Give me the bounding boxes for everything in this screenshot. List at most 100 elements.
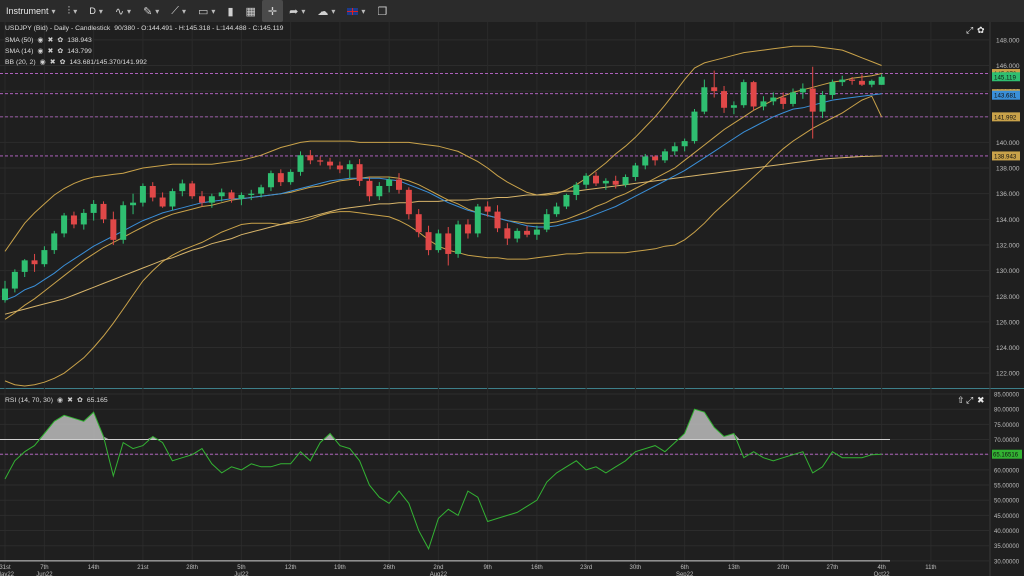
candle-down — [858, 80, 865, 85]
share-icon[interactable]: ➦ ▾ — [289, 5, 306, 18]
chart-title-text: USDJPY (Bid) - Daily - Candlestick — [5, 25, 111, 32]
drawing-tools-icon[interactable]: ✎ ▾ — [143, 5, 160, 18]
sma14-line — [4, 93, 882, 301]
candle-up — [267, 173, 274, 188]
candle-up — [573, 184, 580, 195]
candle-up — [258, 187, 265, 194]
candle-up — [868, 80, 875, 85]
candle-up — [701, 87, 708, 112]
instrument-dropdown[interactable]: Instrument ▾ — [0, 0, 62, 22]
candle-up — [386, 179, 393, 186]
candle-up — [642, 156, 649, 166]
chevron-down-icon: ▾ — [361, 6, 366, 16]
price-tick-label: 140.000 — [996, 140, 1020, 147]
candle-up — [455, 224, 462, 254]
date-tick-label: 11th — [925, 565, 936, 571]
gear-icon[interactable]: ✿ — [57, 48, 64, 55]
candle-down — [159, 197, 166, 207]
candle-up — [51, 233, 58, 251]
price-tick-label: 126.000 — [996, 319, 1020, 326]
candle-down — [849, 79, 856, 81]
copy-icon[interactable]: ❐ — [377, 5, 388, 18]
candle-up — [829, 82, 836, 95]
theme-icon[interactable]: ☁ ▾ — [317, 5, 336, 18]
chevron-down-icon: ▾ — [98, 6, 103, 16]
candle-up — [90, 203, 97, 213]
date-tick-label: 4th — [877, 565, 885, 571]
chart-background — [0, 22, 1024, 576]
current-price-tag-bg — [992, 72, 1020, 82]
candle-up — [248, 193, 255, 195]
eye-icon[interactable]: ◉ — [56, 397, 64, 404]
chart-area[interactable]: 122.000 124.000 126.000 128.000 130.000 132.0… — [0, 22, 1024, 576]
rsi-tick-label: 55.00000 — [994, 484, 1020, 490]
eye-icon[interactable]: ◉ — [37, 48, 44, 55]
candle-up — [130, 202, 137, 206]
close-icon[interactable]: ✖ — [49, 59, 56, 66]
timeframe-dropdown[interactable]: D ▾ — [83, 0, 109, 22]
candle-down — [31, 260, 38, 265]
candle-up — [514, 230, 521, 239]
volume-bars-icon[interactable]: ▮ — [227, 5, 234, 18]
gear-icon[interactable]: ✿ — [57, 37, 64, 44]
close-icon[interactable]: ✖ — [47, 48, 54, 55]
legend-rsi: RSI (14, 70, 30) ◉ ✖ ✿ 65.165 — [5, 396, 108, 405]
candle-down — [711, 87, 718, 92]
candle-up — [543, 214, 550, 230]
date-tick-label: 5th — [237, 565, 245, 571]
rsi-tick-label: 35.00000 — [994, 544, 1020, 550]
candle-down — [366, 180, 373, 197]
candle-down — [356, 164, 363, 181]
eye-icon[interactable]: ◉ — [39, 59, 46, 66]
candle-down — [780, 97, 787, 104]
close-icon[interactable]: ✖ — [67, 397, 73, 404]
candle-up — [730, 105, 737, 108]
price-tick-label: 136.000 — [996, 191, 1020, 198]
candle-up — [169, 191, 176, 207]
date-tick-label: 6th — [680, 565, 688, 571]
move-up-icon[interactable]: ⇧ — [957, 395, 965, 405]
indicators-icon[interactable]: ∿ ▾ — [114, 5, 132, 18]
settings-icon[interactable]: ✿ — [977, 25, 985, 35]
date-tick-label: 13th — [728, 565, 740, 571]
candle-up — [622, 177, 629, 185]
gear-icon[interactable]: ✿ — [76, 397, 83, 404]
crosshair-icon[interactable]: ✛ — [261, 0, 284, 22]
candle-up — [839, 79, 846, 83]
candle-up — [139, 185, 146, 203]
expand-icon[interactable]: ⤢ — [966, 25, 974, 35]
candle-up — [208, 196, 215, 203]
expand-pane-icon[interactable]: ⤢ — [966, 395, 974, 405]
date-tick-label: 23rd — [580, 565, 592, 571]
candle-up — [563, 194, 570, 207]
current-price-tag: 143.681 — [994, 93, 1017, 100]
candle-down — [336, 165, 343, 170]
close-pane-icon[interactable]: ✖ — [977, 395, 985, 405]
grid-icon[interactable]: ▦ — [245, 5, 256, 18]
gear-icon[interactable]: ✿ — [59, 59, 66, 66]
level-price-tag-bg — [992, 151, 1020, 161]
rsi-tick-label: 45.00000 — [994, 514, 1020, 520]
candle-up — [297, 155, 304, 172]
eye-icon[interactable]: ◉ — [37, 37, 44, 44]
candle-down — [149, 185, 156, 198]
candle-up — [878, 76, 885, 85]
date-tick-sublabel: Jul22 — [234, 572, 249, 576]
rsi-tick-label: 80.00000 — [994, 408, 1020, 414]
candle-up — [799, 88, 806, 93]
line-tools-icon[interactable]: ⟋ ▾ — [171, 4, 187, 17]
language-dropdown[interactable]: ▾ — [341, 0, 371, 22]
date-tick-label: 16th — [531, 565, 543, 571]
toolbar: Instrument ▾ ⫶ ▾ D ▾ ∿ ▾ ✎ ▾ ⟋ ▾ ▭ ▾ ▮ ▦ ✛ ➦ ▾ ☁… — [0, 0, 1024, 23]
rsi-tick-label: 40.00000 — [994, 529, 1020, 535]
bar-chart-type-icon[interactable]: ⫶ ▾ — [67, 4, 78, 17]
price-tick-label: 134.000 — [996, 217, 1020, 224]
rsi-overbought-fill — [38, 412, 110, 440]
sma50-label: SMA (50) — [5, 36, 34, 44]
price-tick-label: 124.000 — [996, 345, 1020, 352]
candle-down — [110, 219, 117, 240]
close-icon[interactable]: ✖ — [47, 37, 54, 44]
template-icon[interactable]: ▭ ▾ — [198, 5, 216, 18]
bb-upper-line — [4, 45, 882, 252]
date-tick-label: 9th — [483, 565, 491, 571]
